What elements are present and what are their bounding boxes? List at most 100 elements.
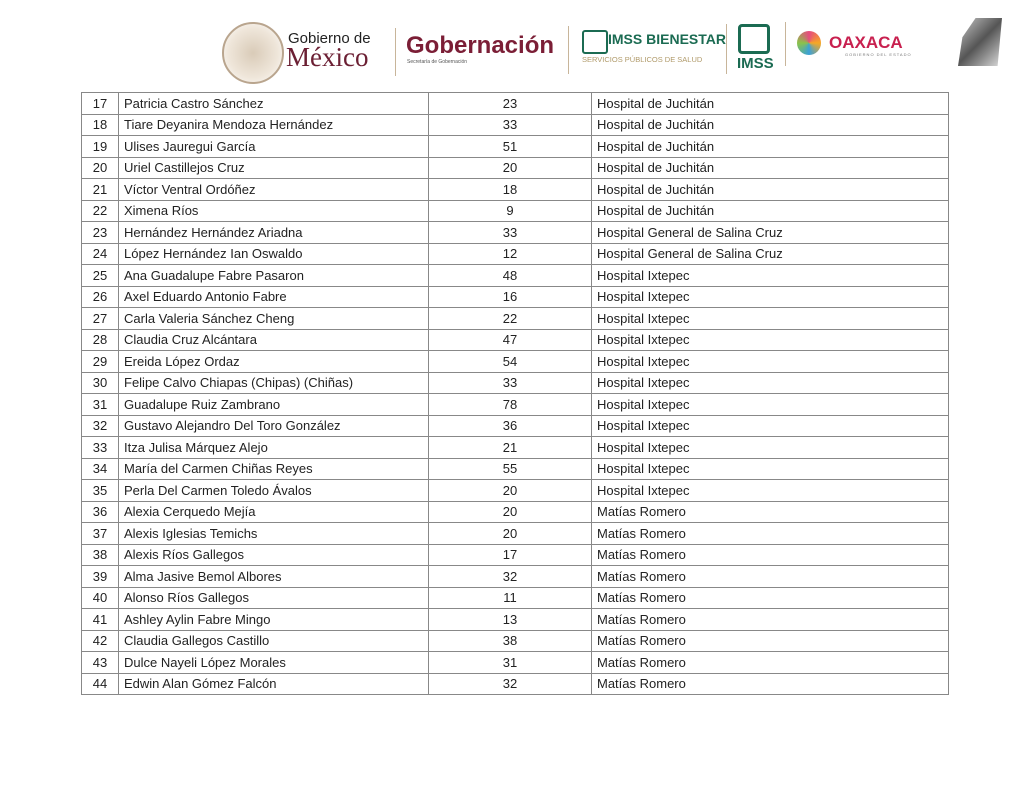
hospital-name: Matías Romero [591,608,949,631]
patient-age: 55 [428,457,592,480]
patient-name: Patricia Castro Sánchez [118,92,429,115]
patient-name: Itza Julisa Márquez Alejo [118,436,429,459]
table-row: 42 Claudia Gallegos Castillo 38 Matías Rome… [81,629,949,652]
patient-age: 51 [428,135,592,158]
patient-name: Ana Guadalupe Fabre Pasaron [118,264,429,287]
patient-name: Gustavo Alejandro Del Toro González [118,414,429,437]
table-row: 35 Perla Del Carmen Toledo Ávalos 20 Hospit… [81,479,949,502]
hospital-name: Hospital de Juchitán [591,178,949,201]
row-number: 39 [81,565,119,588]
patient-name: Alonso Ríos Gallegos [118,586,429,609]
row-number: 24 [81,242,119,265]
hospital-name: Matías Romero [591,672,949,695]
row-number: 23 [81,221,119,244]
table-row: 28 Claudia Cruz Alcántara 47 Hospital Ixtep… [81,328,949,351]
row-number: 18 [81,113,119,136]
row-number: 43 [81,651,119,674]
patient-name: María del Carmen Chiñas Reyes [118,457,429,480]
patients-table: 17 Patricia Castro Sánchez 23 Hospital de J… [81,92,949,695]
patient-age: 33 [428,371,592,394]
patient-age: 21 [428,436,592,459]
patient-name: Hernández Hernández Ariadna [118,221,429,244]
patient-name: Ximena Ríos [118,199,429,222]
patient-age: 13 [428,608,592,631]
table-row: 31 Guadalupe Ruiz Zambrano 78 Hospital Ixte… [81,393,949,416]
table-row: 18 Tiare Deyanira Mendoza Hernández 33 Hosp… [81,113,949,136]
patient-name: Guadalupe Ruiz Zambrano [118,393,429,416]
oaxaca-logo: OAXACA [829,33,903,52]
patient-name: Tiare Deyanira Mendoza Hernández [118,113,429,136]
patient-age: 33 [428,221,592,244]
hospital-name: Hospital Ixtepec [591,328,949,351]
table-row: 36 Alexia Cerquedo Mejía 20 Matías Romero [81,500,949,523]
row-number: 25 [81,264,119,287]
row-number: 20 [81,156,119,179]
table-row: 22 Ximena Ríos 9 Hospital de Juchitán [81,199,949,222]
hospital-name: Hospital Ixtepec [591,371,949,394]
patient-age: 20 [428,156,592,179]
patient-age: 54 [428,350,592,373]
gobierno-de-text: Gobierno de [288,30,371,47]
table-row: 33 Itza Julisa Márquez Alejo 21 Hospital Ix… [81,436,949,459]
table-row: 32 Gustavo Alejandro Del Toro González 36 H… [81,414,949,437]
divider [726,24,727,74]
row-number: 19 [81,135,119,158]
table-row: 19 Ulises Jauregui García 51 Hospital de Ju… [81,135,949,158]
patient-age: 9 [428,199,592,222]
hospital-name: Hospital de Juchitán [591,113,949,136]
row-number: 33 [81,436,119,459]
hospital-name: Hospital Ixtepec [591,307,949,330]
patient-name: Víctor Ventral Ordóñez [118,178,429,201]
mexico-seal-icon [222,22,284,84]
table-row: 24 López Hernández Ian Oswaldo 12 Hospital … [81,242,949,265]
row-number: 34 [81,457,119,480]
patient-name: Perla Del Carmen Toledo Ávalos [118,479,429,502]
row-number: 28 [81,328,119,351]
row-number: 29 [81,350,119,373]
hospital-name: Hospital de Juchitán [591,135,949,158]
patient-name: Uriel Castillejos Cruz [118,156,429,179]
patient-name: Claudia Gallegos Castillo [118,629,429,652]
table-row: 26 Axel Eduardo Antonio Fabre 16 Hospital I… [81,285,949,308]
row-number: 40 [81,586,119,609]
patient-name: Alma Jasive Bemol Albores [118,565,429,588]
hospital-name: Hospital General de Salina Cruz [591,221,949,244]
table-row: 40 Alonso Ríos Gallegos 11 Matías Romero [81,586,949,609]
hospital-name: Hospital de Juchitán [591,199,949,222]
patient-age: 47 [428,328,592,351]
row-number: 26 [81,285,119,308]
patient-name: Claudia Cruz Alcántara [118,328,429,351]
hospital-name: Hospital Ixtepec [591,285,949,308]
row-number: 30 [81,371,119,394]
table-row: 21 Víctor Ventral Ordóñez 18 Hospital de Ju… [81,178,949,201]
patient-name: López Hernández Ian Oswaldo [118,242,429,265]
patient-age: 31 [428,651,592,674]
row-number: 22 [81,199,119,222]
patient-name: Ereida López Ordaz [118,350,429,373]
divider [785,22,786,66]
oaxaca-subtitle: GOBIERNO DEL ESTADO [845,52,912,57]
imss-bienestar-subtitle: SERVICIOS PÚBLICOS DE SALUD [582,55,703,64]
hospital-name: Matías Romero [591,500,949,523]
patient-name: Alexis Ríos Gallegos [118,543,429,566]
row-number: 31 [81,393,119,416]
patient-age: 12 [428,242,592,265]
patient-age: 32 [428,672,592,695]
table-row: 25 Ana Guadalupe Fabre Pasaron 48 Hospital … [81,264,949,287]
patient-age: 20 [428,522,592,545]
patient-age: 38 [428,629,592,652]
divider [395,28,396,76]
row-number: 38 [81,543,119,566]
imss-bienestar-logo: IMSS BIENESTAR [608,31,726,47]
hospital-name: Hospital Ixtepec [591,436,949,459]
row-number: 35 [81,479,119,502]
hospital-name: Hospital Ixtepec [591,393,949,416]
hospital-name: Matías Romero [591,586,949,609]
hospital-name: Hospital General de Salina Cruz [591,242,949,265]
patient-age: 11 [428,586,592,609]
hospital-name: Hospital Ixtepec [591,264,949,287]
mexico-text: México [286,42,369,72]
row-number: 21 [81,178,119,201]
table-row: 37 Alexis Iglesias Temichs 20 Matías Romero [81,522,949,545]
row-number: 37 [81,522,119,545]
